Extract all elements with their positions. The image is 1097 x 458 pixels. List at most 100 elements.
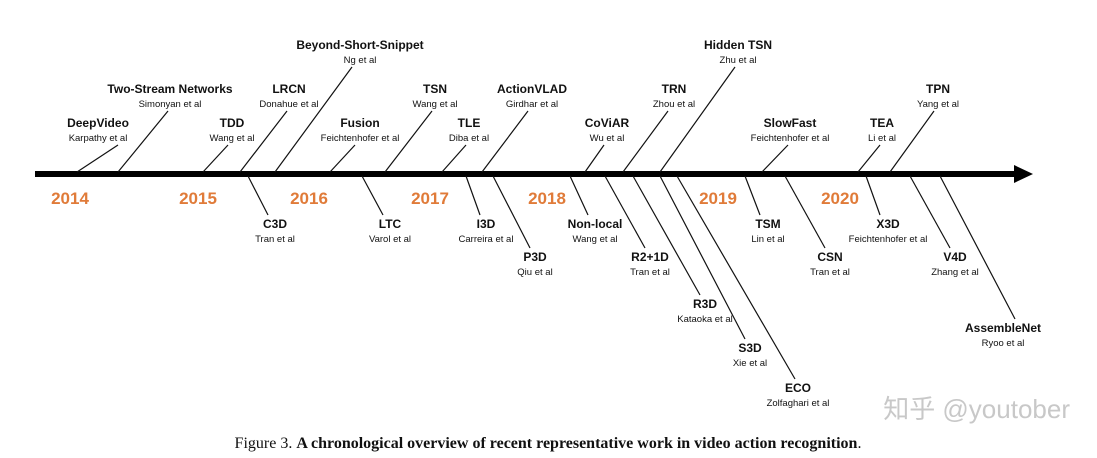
method-author: Feichtenhofer et al: [751, 133, 830, 144]
method-author: Feichtenhofer et al: [321, 133, 400, 144]
method-author: Xie et al: [733, 358, 767, 369]
method-name: SlowFast: [764, 116, 817, 130]
method-author: Simonyan et al: [139, 99, 202, 110]
leader-line: [384, 110, 433, 173]
method-name: TSN: [423, 82, 447, 96]
watermark: 知乎 @youtober: [883, 394, 1070, 424]
year-label: 2020: [821, 189, 859, 208]
method-author: Wang et al: [572, 234, 617, 245]
leader-line: [744, 175, 761, 216]
method-author: Diba et al: [449, 133, 489, 144]
year-label: 2016: [290, 189, 328, 208]
method-name: R2+1D: [631, 250, 669, 264]
leader-line: [481, 110, 529, 173]
leader-line: [361, 175, 384, 216]
leader-line: [117, 110, 169, 173]
caption-label: Figure 3.: [235, 435, 293, 452]
method-name: AssembleNet: [965, 321, 1041, 335]
year-label: 2017: [411, 189, 449, 208]
leader-line: [76, 144, 119, 173]
leader-line: [604, 175, 646, 249]
leader-line: [247, 175, 269, 216]
method-name: V4D: [943, 250, 967, 264]
method-author: Zhang et al: [931, 267, 979, 278]
method-name: CoViAR: [585, 116, 630, 130]
method-name: CSN: [817, 250, 842, 264]
method-name: ActionVLAD: [497, 82, 567, 96]
method-author: Wang et al: [412, 99, 457, 110]
method-name: TPN: [926, 82, 950, 96]
leader-line: [761, 144, 789, 173]
method-name: DeepVideo: [67, 116, 129, 130]
method-name: R3D: [693, 297, 717, 311]
year-label: 2015: [179, 189, 217, 208]
method-name: TSM: [755, 217, 780, 231]
leader-line: [202, 144, 229, 173]
method-author: Tran et al: [810, 267, 850, 278]
method-name: Beyond-Short-Snippet: [296, 38, 423, 52]
method-author: Li et al: [868, 133, 896, 144]
leader-line: [659, 66, 736, 173]
method-name: TRN: [662, 82, 687, 96]
leader-line: [676, 175, 796, 380]
method-name: C3D: [263, 217, 287, 231]
method-author: Tran et al: [255, 234, 295, 245]
method-author: Ng et al: [344, 55, 377, 66]
leader-line: [632, 175, 701, 296]
method-author: Qiu et al: [517, 267, 552, 278]
leader-line: [909, 175, 951, 249]
leader-line: [939, 175, 1016, 320]
method-name: X3D: [876, 217, 900, 231]
method-author: Zhou et al: [653, 99, 695, 110]
method-name: P3D: [523, 250, 547, 264]
method-author: Tran et al: [630, 267, 670, 278]
leader-line: [492, 175, 531, 249]
method-author: Zhu et al: [720, 55, 757, 66]
method-author: Wu et al: [590, 133, 625, 144]
method-name: Fusion: [340, 116, 379, 130]
method-author: Yang et al: [917, 99, 959, 110]
leader-line: [274, 66, 353, 173]
method-name: Two-Stream Networks: [107, 82, 232, 96]
leader-line: [584, 144, 605, 173]
leader-line: [465, 175, 481, 216]
leader-line: [659, 175, 746, 340]
method-author: Feichtenhofer et al: [849, 234, 928, 245]
leader-line: [239, 110, 288, 173]
method-name: TDD: [220, 116, 245, 130]
method-author: Donahue et al: [259, 99, 318, 110]
method-name: TEA: [870, 116, 894, 130]
method-name: Non-local: [568, 217, 623, 231]
method-author: Ryoo et al: [982, 338, 1025, 349]
year-label: 2018: [528, 189, 566, 208]
axis-arrow: [1014, 165, 1033, 183]
leader-line: [857, 144, 881, 173]
method-author: Carreira et al: [459, 234, 514, 245]
caption: Figure 3. A chronological overview of re…: [235, 435, 862, 452]
leader-line: [329, 144, 356, 173]
method-name: TLE: [458, 116, 481, 130]
caption-end: .: [857, 435, 861, 452]
method-name: I3D: [477, 217, 496, 231]
method-author: Kataoka et al: [677, 314, 732, 325]
method-name: ECO: [785, 381, 811, 395]
leader-line: [784, 175, 826, 249]
leader-line: [441, 144, 467, 173]
leader-line: [889, 110, 935, 173]
leader-line: [622, 110, 669, 173]
method-author: Lin et al: [751, 234, 784, 245]
leader-line: [865, 175, 881, 216]
caption-text: A chronological overview of recent repre…: [296, 435, 857, 452]
method-author: Karpathy et al: [69, 133, 128, 144]
method-name: LRCN: [272, 82, 305, 96]
method-name: LTC: [379, 217, 402, 231]
year-label: 2014: [51, 189, 89, 208]
method-author: Zolfaghari et al: [767, 398, 830, 409]
method-author: Varol et al: [369, 234, 411, 245]
method-name: S3D: [738, 341, 762, 355]
method-author: Girdhar et al: [506, 99, 558, 110]
leader-line: [569, 175, 589, 216]
method-author: Wang et al: [209, 133, 254, 144]
year-label: 2019: [699, 189, 737, 208]
